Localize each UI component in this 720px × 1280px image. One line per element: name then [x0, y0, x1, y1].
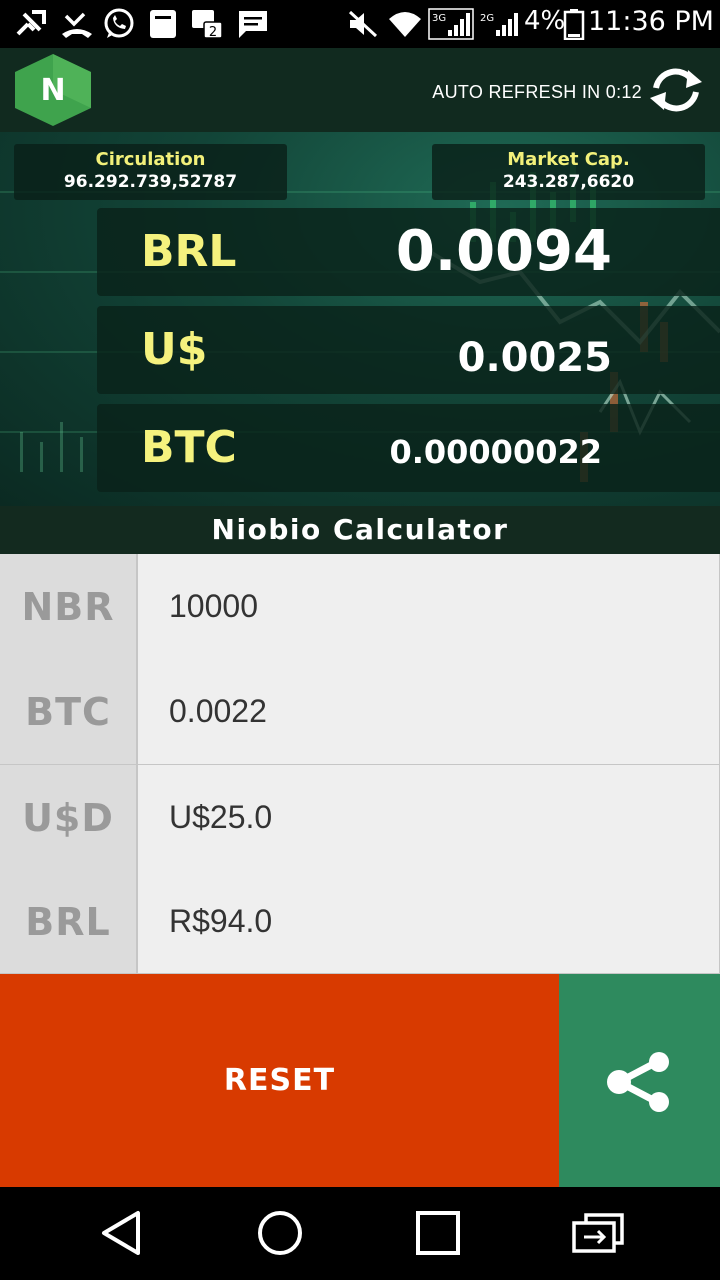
- price-row-brl: BRL 0.0094: [97, 208, 720, 296]
- brl-input[interactable]: [138, 870, 720, 974]
- calc-row-usd: U$D: [0, 765, 720, 871]
- calculator-title: Niobio Calculator: [0, 506, 720, 554]
- logo-letter: N: [40, 72, 66, 108]
- back-icon[interactable]: [96, 1207, 152, 1259]
- mute-icon: [348, 10, 378, 38]
- btc-input[interactable]: [138, 659, 720, 765]
- nbr-input[interactable]: [138, 554, 720, 660]
- svg-text:2G: 2G: [480, 13, 494, 24]
- battery-icon: [563, 9, 585, 40]
- messages-icon: 2: [192, 10, 223, 40]
- price-hero: Circulation 96.292.739,52787 Market Cap.…: [0, 132, 720, 506]
- signal-3g-icon: 3G: [428, 8, 474, 40]
- status-bar: 2 3G 2G 4% 11:36 PM: [0, 0, 720, 48]
- calc-label-usd: U$D: [0, 765, 138, 871]
- calc-row-brl: BRL: [0, 870, 720, 974]
- signal-2g-icon: 2G: [480, 13, 518, 36]
- market-cap-label: Market Cap.: [507, 149, 630, 170]
- market-cap-box: Market Cap. 243.287,6620: [432, 144, 705, 200]
- clipboard-icon: [150, 10, 176, 38]
- auto-refresh-countdown: AUTO REFRESH IN 0:12: [432, 82, 642, 102]
- clock: 11:36 PM: [588, 6, 714, 37]
- price-value-btc: 0.00000022: [389, 433, 602, 471]
- whatsapp-icon: [104, 8, 134, 38]
- missed-call-icon: [16, 10, 46, 36]
- circulation-value: 96.292.739,52787: [63, 172, 238, 192]
- niobio-logo: [15, 54, 91, 126]
- calc-label-nbr: NBR: [0, 554, 138, 660]
- wifi-icon: [389, 12, 421, 37]
- svg-text:3G: 3G: [432, 13, 446, 24]
- app-header: N AUTO REFRESH IN 0:12: [0, 48, 720, 132]
- circulation-label: Circulation: [95, 149, 206, 170]
- call-end-icon: [62, 12, 92, 38]
- svg-text:2: 2: [209, 25, 217, 40]
- price-value-usd: 0.0025: [457, 335, 612, 381]
- calc-label-btc: BTC: [0, 659, 138, 765]
- calc-row-btc: BTC: [0, 659, 720, 765]
- price-currency-brl: BRL: [141, 226, 237, 277]
- battery-percent: 4%: [524, 6, 566, 36]
- share-button[interactable]: [559, 974, 720, 1187]
- price-row-usd: U$ 0.0025: [97, 306, 720, 394]
- calc-label-brl: BRL: [0, 870, 138, 974]
- share-icon: [607, 1052, 669, 1112]
- switch-app-icon[interactable]: [570, 1207, 626, 1259]
- usd-input[interactable]: [138, 765, 720, 871]
- price-currency-usd: U$: [141, 324, 208, 375]
- refresh-icon[interactable]: [648, 66, 704, 114]
- navigation-bar: [0, 1187, 720, 1280]
- price-row-btc: BTC 0.00000022: [97, 404, 720, 492]
- calc-row-nbr: NBR: [0, 554, 720, 660]
- circulation-box: Circulation 96.292.739,52787: [14, 144, 287, 200]
- market-cap-value: 243.287,6620: [502, 172, 635, 192]
- price-value-brl: 0.0094: [395, 219, 612, 284]
- recents-icon[interactable]: [410, 1207, 466, 1259]
- chat-icon: [239, 11, 267, 38]
- price-currency-btc: BTC: [141, 422, 237, 473]
- home-icon[interactable]: [252, 1207, 308, 1259]
- reset-button[interactable]: RESET: [0, 974, 559, 1187]
